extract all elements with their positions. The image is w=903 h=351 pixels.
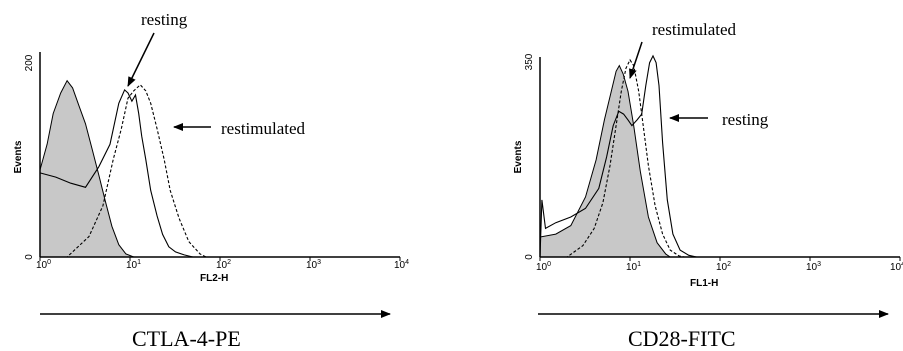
right-series-layer (539, 54, 697, 258)
left-series-layer (39, 79, 207, 258)
right-histogram: 100 101 102 103 104 350 0 Events FL1-H resti… (513, 20, 903, 351)
right-y-tick-zero: 0 (524, 254, 535, 260)
right-x-tick-label: 103 (806, 261, 821, 273)
left-marker-label: CTLA-4-PE (132, 326, 241, 351)
right-x-tick-label: 101 (626, 261, 641, 273)
left-y-tick-zero: 0 (24, 254, 35, 260)
left-annotation-resting: resting (141, 10, 188, 29)
right-marker-label: CD28-FITC (628, 326, 736, 351)
right-arrow-restimulated (629, 41, 643, 79)
right-series-dashed (540, 58, 685, 258)
right-x-ticks: 100 101 102 103 104 (536, 257, 903, 273)
left-x-tick-label: 103 (306, 259, 321, 271)
left-x-tick-label: 100 (36, 259, 51, 271)
left-y-tick-max: 200 (24, 54, 35, 71)
left-x-tick-label: 101 (126, 259, 141, 271)
left-arrow-resting (127, 32, 155, 87)
right-x-axis-label: FL1-H (690, 278, 718, 289)
left-series-dashed (40, 84, 207, 258)
left-x-tick-label: 104 (394, 259, 409, 271)
right-series-solid (539, 54, 697, 258)
left-x-tick-label: 102 (216, 259, 231, 271)
right-annotation-resting: resting (722, 110, 769, 129)
left-x-axis-label: FL2-H (200, 273, 228, 284)
left-x-ticks: 100 101 102 103 104 (36, 257, 409, 271)
right-y-tick-max: 350 (524, 53, 535, 70)
left-annotation-restimulated: restimulated (221, 119, 306, 138)
right-x-tick-label: 100 (536, 261, 551, 273)
left-y-axis-label: Events (13, 140, 24, 173)
left-histogram: 100 101 102 103 104 200 0 Events FL2-H resti… (13, 10, 409, 351)
left-series-solid (39, 88, 194, 258)
right-y-axis-label: Events (513, 140, 524, 173)
right-annotation-restimulated: restimulated (652, 20, 737, 39)
left-series-filled (39, 79, 134, 258)
right-x-tick-label: 104 (890, 261, 903, 273)
right-x-tick-label: 102 (716, 261, 731, 273)
